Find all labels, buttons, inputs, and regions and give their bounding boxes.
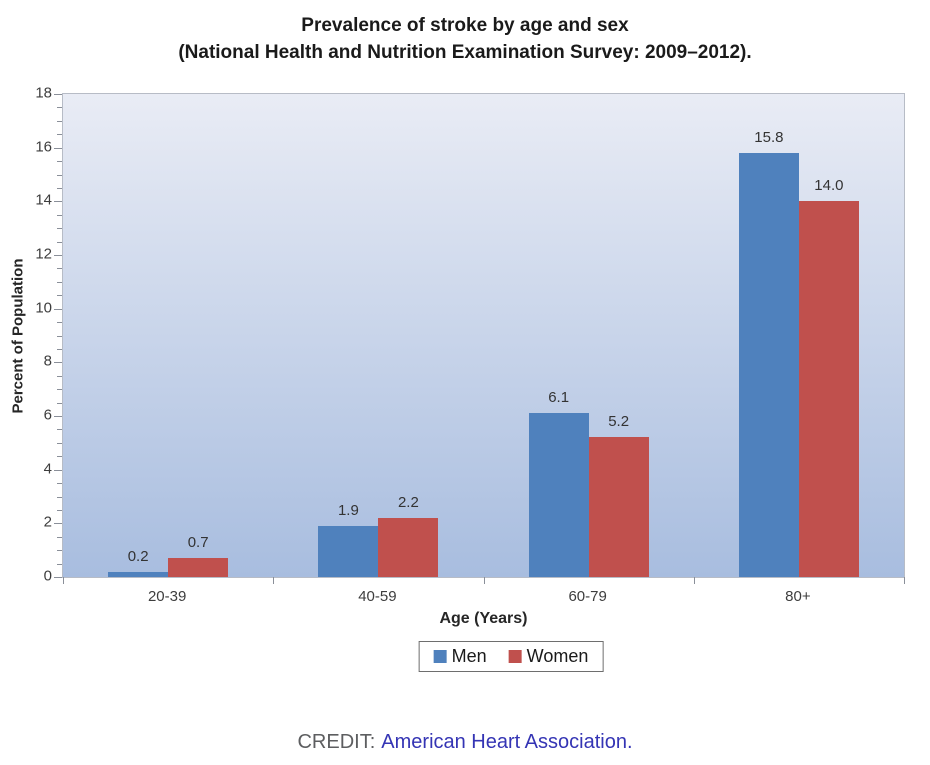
legend-swatch-men-icon [433,650,447,663]
y-axis-minor-tick [57,295,62,297]
y-axis-tick-label: 6 [43,406,52,424]
x-axis-tick [693,577,695,584]
x-axis-labels: 20-39 40-59 60-79 80+ [62,588,905,608]
y-axis-major-tick [54,308,62,310]
y-axis-minor-tick [57,509,62,511]
bar-value-label: 5.2 [608,413,630,431]
bar-women-60-79 [588,437,649,577]
y-axis-minor-tick [57,536,62,538]
chart-title-line2: (National Health and Nutrition Examinati… [178,42,752,63]
bar-value-label: 0.7 [187,534,209,552]
y-axis-major-tick [54,416,62,417]
y-axis-minor-tick [57,456,62,458]
legend-swatch-women-icon [508,650,522,663]
y-axis-tick-label: 12 [35,245,52,263]
y-axis-tick-label: 4 [43,460,52,478]
legend: Men Women [418,641,604,672]
bar-value-label: 0.2 [127,547,149,565]
y-axis-tick-label: 8 [43,352,52,370]
credit-link[interactable]: American Heart Association. [381,731,633,753]
y-axis-tick-label: 18 [35,84,52,102]
x-axis-title: Age (Years) [439,610,528,627]
y-axis-minor-tick [57,442,62,444]
y-axis-minor-tick [57,187,62,189]
y-axis-tick-labels: 0 2 4 6 8 10 12 14 16 18 [0,85,52,585]
x-axis-tick [63,577,64,584]
x-axis-tick [273,577,275,584]
y-axis-minor-tick [57,563,62,565]
y-axis-minor-tick [57,402,62,404]
y-axis-major-tick [54,94,62,95]
bar-value-label: 2.2 [397,493,419,511]
x-axis-category-label: 60-79 [568,588,607,605]
bar-women-40-59 [378,517,439,577]
bar-value-label: 15.8 [754,129,784,147]
y-axis-minor-tick [57,120,62,122]
y-axis-minor-tick [57,161,62,163]
y-axis-minor-tick [57,214,62,216]
x-axis-category-label: 80+ [785,588,811,605]
legend-item-men: Men [433,646,487,667]
y-axis-tick-label: 14 [35,191,52,209]
credit-prefix: CREDIT: [297,731,376,753]
y-axis-major-tick [54,201,62,203]
y-axis-minor-tick [57,174,62,176]
bar-value-label: 14.0 [814,177,844,195]
y-axis-minor-tick [57,496,62,498]
y-axis-minor-tick [57,429,62,431]
y-axis-minor-tick [57,241,62,243]
y-axis-minor-tick [57,483,62,485]
y-axis-minor-tick [57,375,62,377]
x-axis-tick [483,577,485,584]
y-axis-minor-tick [57,322,62,324]
bar-value-label: 6.1 [548,389,570,407]
bar-men-20-39 [108,571,169,577]
bar-women-20-39 [168,558,229,577]
y-axis-tick-label: 0 [43,567,52,585]
y-axis-minor-tick [57,107,62,109]
y-axis-major-tick [54,147,62,149]
bar-value-label: 1.9 [337,502,359,520]
y-axis-major-tick [54,255,62,256]
y-axis-minor-tick [57,268,62,270]
x-axis-category-label: 20-39 [147,588,187,605]
bar-men-80+ [738,153,799,577]
y-axis-minor-tick [57,550,62,552]
bar-men-40-59 [318,526,379,577]
y-axis-tick-label: 10 [35,299,52,317]
plot-area: 0.2 1.9 6.1 15.8 0.7 2.2 5.2 14.0 [54,93,905,584]
credit-line: CREDIT: American Heart Association. [0,731,930,754]
bar-women-80+ [798,201,859,577]
y-axis-tick-label: 2 [43,513,52,531]
x-axis-category-label: 40-59 [358,588,397,605]
legend-label-women: Women [526,646,589,666]
y-axis-minor-tick [57,281,62,283]
chart-title: Prevalence of stroke by age and sex (Nat… [0,12,930,66]
y-axis-minor-tick [57,228,62,230]
y-axis-minor-tick [57,335,62,337]
legend-item-women: Women [508,646,589,667]
y-axis-minor-tick [57,389,62,391]
x-axis-tick [904,577,905,584]
y-axis-major-tick [54,469,62,471]
y-axis-major-tick [54,523,62,525]
y-axis-major-tick [54,577,62,578]
y-axis-major-tick [54,362,62,364]
y-axis-tick-label: 16 [35,138,52,156]
bar-men-60-79 [528,413,589,577]
y-axis-minor-tick [57,348,62,350]
chart-title-line1: Prevalence of stroke by age and sex [301,15,629,36]
y-axis-minor-tick [57,134,62,136]
legend-label-men: Men [451,646,487,666]
